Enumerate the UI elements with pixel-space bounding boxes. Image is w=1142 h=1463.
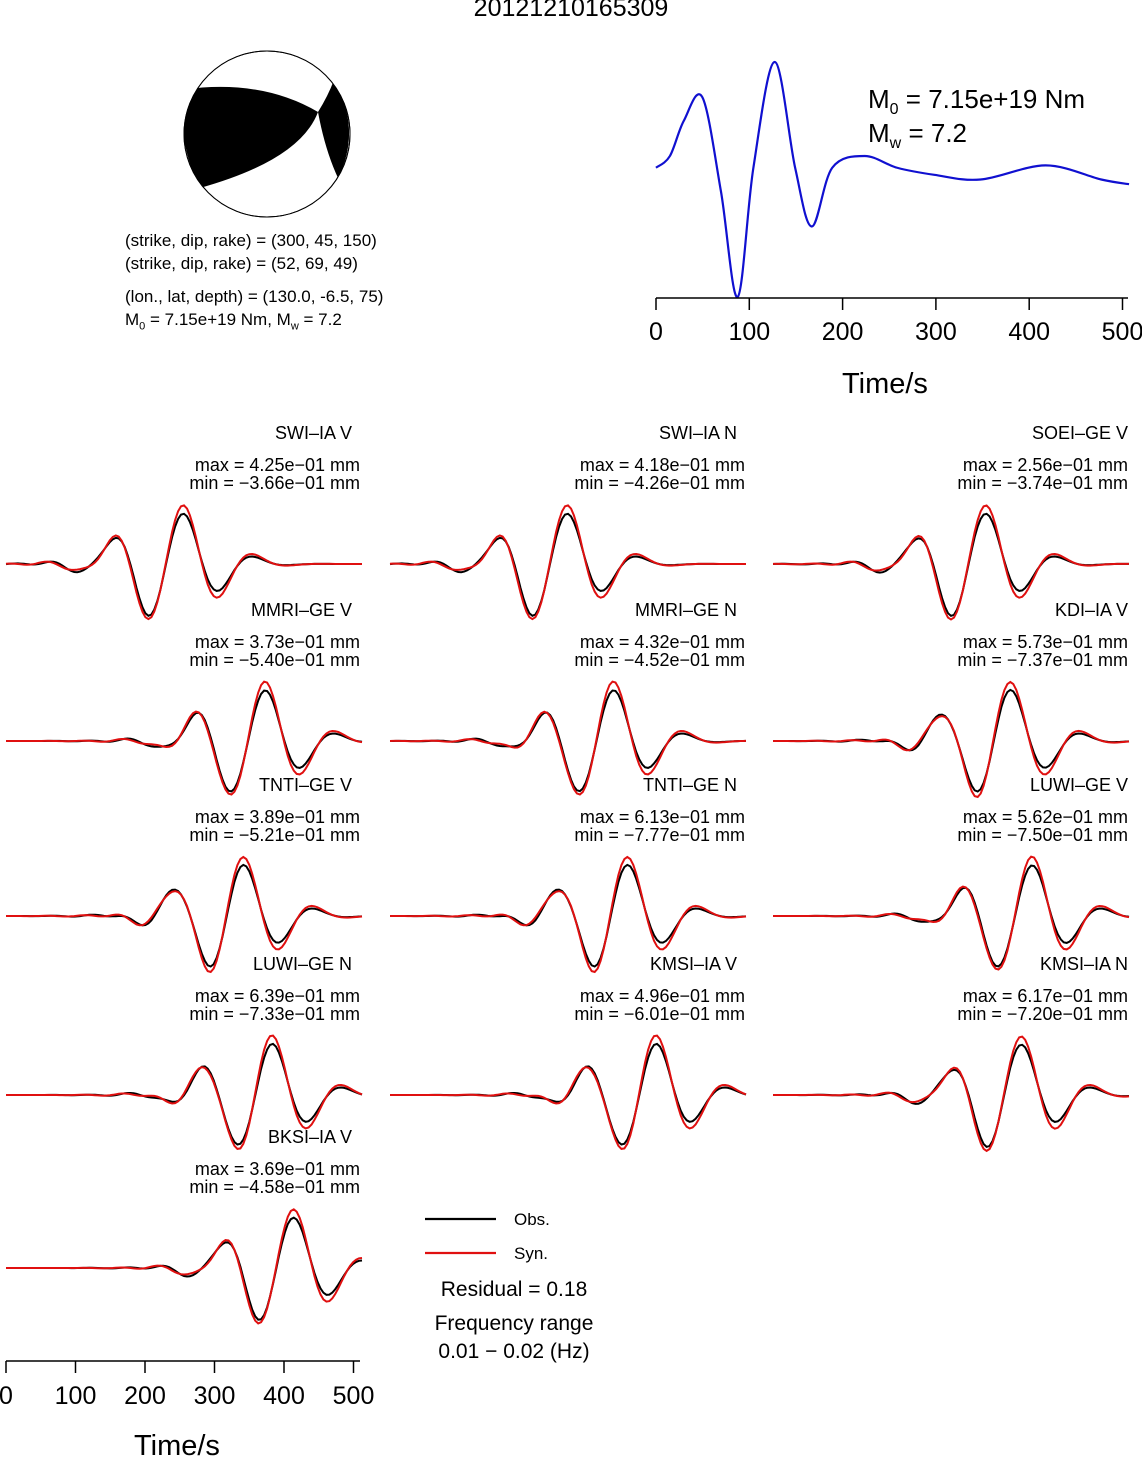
bottom-tick-label: 200 [110, 1382, 180, 1411]
bottom-x-axis-title: Time/s [134, 1430, 220, 1463]
bottom-tick-label: 500 [319, 1382, 389, 1411]
bottom-tick-label: 0 [0, 1382, 41, 1411]
bottom-tick-label: 400 [249, 1382, 319, 1411]
bottom-tick-label: 100 [41, 1382, 111, 1411]
bottom-tick-label: 300 [180, 1382, 250, 1411]
